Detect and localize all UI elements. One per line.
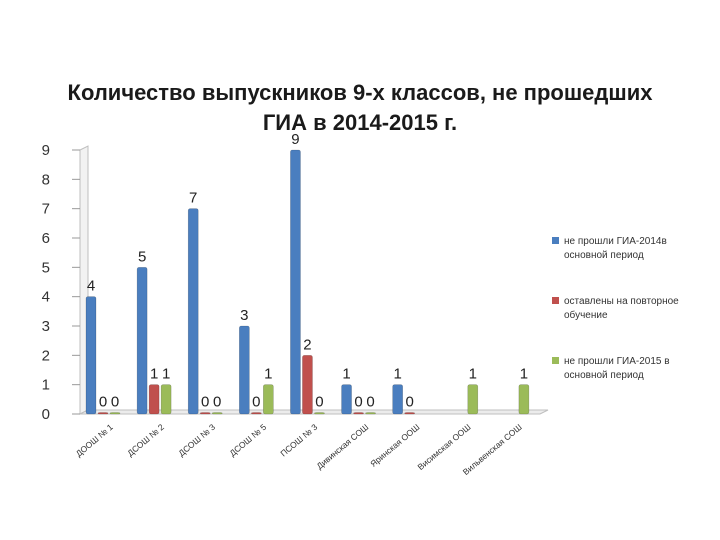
y-tick-label: 3 <box>42 318 50 335</box>
chart-y-ticks: 0 1 2 3 4 5 6 7 8 9 <box>42 142 80 423</box>
bar <box>290 149 301 415</box>
data-label: 0 <box>252 394 260 411</box>
bar <box>314 412 325 415</box>
bar <box>302 355 313 415</box>
y-tick-label: 4 <box>42 289 50 306</box>
bar <box>85 296 97 415</box>
legend-swatch <box>552 237 559 244</box>
data-label: 0 <box>354 394 362 411</box>
legend-swatch <box>552 297 559 304</box>
y-tick-label: 6 <box>42 230 50 247</box>
data-label: 0 <box>315 394 323 411</box>
data-label: 1 <box>150 366 158 383</box>
bar <box>263 384 274 415</box>
data-label: 1 <box>393 366 401 383</box>
bar <box>160 384 172 415</box>
bar <box>467 384 479 415</box>
bar <box>251 412 262 415</box>
data-label: 1 <box>162 366 170 383</box>
chart-x-categories: ДООШ № 1 ДСОШ № 2 ДСОШ № 3 ДСОШ № 5 ПСОШ № 3… <box>74 422 524 477</box>
legend-swatch <box>552 357 559 364</box>
category-label: Дивинская СОШ <box>314 422 370 471</box>
data-label: 0 <box>111 394 119 411</box>
bar <box>97 412 109 415</box>
data-label: 0 <box>366 394 374 411</box>
bar <box>187 208 199 415</box>
bar <box>148 384 160 415</box>
legend-label: оставлены на повторное обучение <box>564 296 679 321</box>
legend-label: не прошли ГИА-2015 в основной период <box>564 356 670 381</box>
data-label: 9 <box>291 131 299 148</box>
data-label: 5 <box>138 248 146 265</box>
category-label: ПСОШ № 3 <box>278 422 319 459</box>
bar <box>518 384 530 415</box>
y-tick-label: 1 <box>42 377 50 394</box>
y-tick-label: 8 <box>42 171 50 188</box>
data-label: 2 <box>303 336 311 353</box>
data-label: 0 <box>405 394 413 411</box>
bar <box>353 412 364 415</box>
data-label: 0 <box>99 394 107 411</box>
bar <box>392 384 403 415</box>
bar <box>199 412 211 415</box>
category-label: ДСОШ № 5 <box>228 422 269 459</box>
bar <box>239 325 250 415</box>
bar <box>136 267 148 415</box>
y-tick-label: 2 <box>42 347 50 364</box>
data-label: 1 <box>264 366 272 383</box>
bar <box>211 412 223 415</box>
y-tick-label: 7 <box>42 201 50 218</box>
category-label: Яринская ООШ <box>368 422 421 469</box>
y-tick-label: 9 <box>42 142 50 159</box>
legend-label: не прошли ГИА-2014в основной период <box>564 236 667 261</box>
chart-bars <box>85 149 530 415</box>
bar <box>109 412 121 415</box>
data-label: 4 <box>87 278 95 295</box>
category-label: Висимская ООШ <box>416 422 473 472</box>
category-label: ДООШ № 1 <box>74 422 115 459</box>
y-tick-label: 0 <box>42 406 50 423</box>
y-tick-label: 5 <box>42 259 50 276</box>
data-label: 1 <box>342 366 350 383</box>
data-label: 1 <box>520 366 528 383</box>
bar <box>365 412 376 415</box>
data-label: 3 <box>240 307 248 324</box>
data-label: 0 <box>201 394 209 411</box>
bar <box>341 384 352 415</box>
chart-title: Количество выпускников 9-х классов, не п… <box>67 80 653 135</box>
category-label: ДСОШ № 3 <box>176 422 217 459</box>
data-label: 7 <box>189 190 197 207</box>
data-label: 0 <box>213 394 221 411</box>
chart-legend: не прошли ГИА-2014в основной период оставл… <box>552 236 679 381</box>
bar <box>404 412 415 415</box>
data-label: 1 <box>469 366 477 383</box>
category-label: ДСОШ № 2 <box>125 422 166 459</box>
